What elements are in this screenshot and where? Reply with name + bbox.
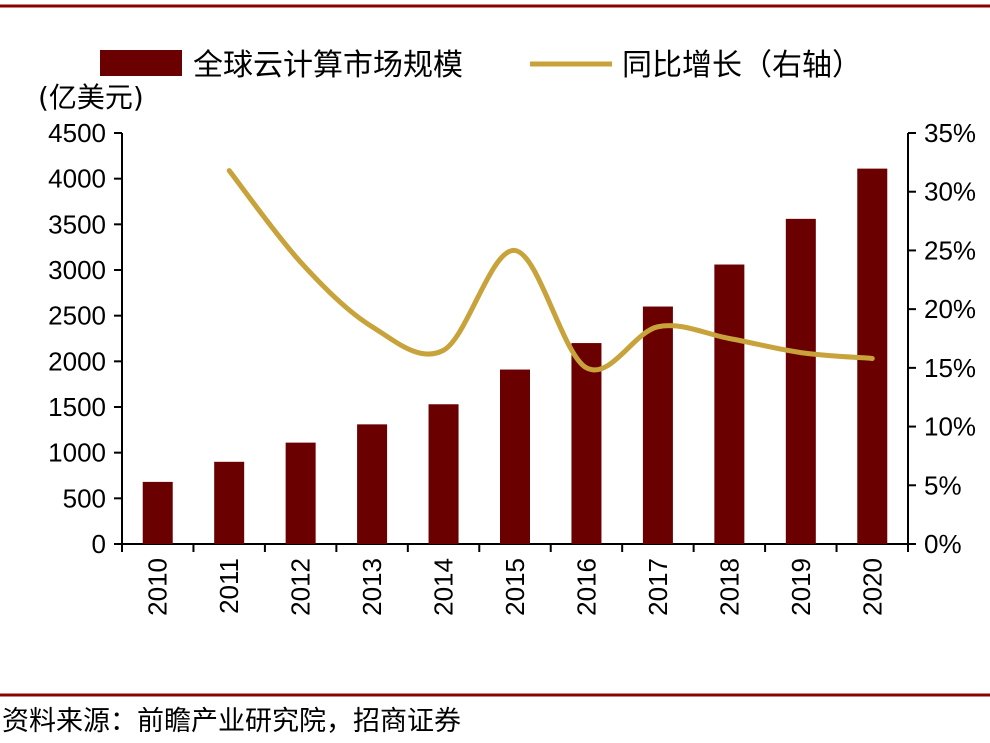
x-axis-tick-label: 2011: [214, 558, 244, 614]
legend-line-label: 同比增长（右轴）: [622, 48, 862, 83]
axes: 0 500 1000 1500 2000 2500 3000 3500 4000 4500 0% 5%…: [48, 118, 976, 616]
right-axis-tick-label: 15%: [924, 353, 976, 383]
bar-series: [142, 168, 888, 544]
line-series: [226, 168, 875, 373]
left-axis-unit-label: (亿美元): [38, 81, 144, 114]
right-axis-tick-label: 5%: [924, 470, 962, 500]
left-axis-tick-label: 2500: [48, 301, 106, 331]
x-axis-tick-label: 2018: [714, 558, 744, 616]
x-axis-tick-label: 2020: [857, 558, 887, 616]
bar: [357, 424, 388, 544]
bar: [428, 404, 459, 544]
x-axis-tick-label: 2013: [357, 558, 387, 616]
right-axis-tick-label: 20%: [924, 294, 976, 324]
bar: [714, 264, 745, 544]
x-axis-tick-label: 2014: [429, 558, 459, 616]
x-axis-tick-label: 2016: [571, 558, 601, 616]
bar: [571, 343, 602, 544]
bar: [500, 369, 530, 544]
bar: [142, 481, 173, 544]
right-axis-tick-label: 0%: [924, 529, 962, 559]
legend: 全球云计算市场规模 同比增长（右轴）: [100, 48, 862, 83]
x-axis-tick-label: 2012: [286, 558, 316, 616]
legend-bar-swatch: [100, 50, 182, 76]
x-axis-tick-label: 2010: [143, 558, 173, 616]
left-axis-tick-label: 500: [63, 483, 106, 513]
x-axis-tick-label: 2019: [786, 558, 816, 616]
x-axis-tick-label: 2017: [643, 558, 673, 616]
left-axis-tick-label: 4500: [48, 118, 106, 148]
source-note: 资料来源：前瞻产业研究院，招商证券: [2, 706, 461, 737]
x-axis-tick-label: 2015: [500, 558, 530, 616]
left-axis-tick-label: 4000: [48, 164, 106, 194]
right-axis-tick-label: 25%: [924, 235, 976, 265]
left-axis-tick-label: 3000: [48, 255, 106, 285]
bar: [285, 442, 316, 544]
left-axis-tick-label: 1000: [48, 438, 106, 468]
legend-bar-label: 全球云计算市场规模: [193, 48, 463, 83]
bar: [785, 218, 816, 544]
left-axis-tick-label: 3500: [48, 209, 106, 239]
right-axis-tick-label: 10%: [924, 412, 976, 442]
left-axis-tick-label: 2000: [48, 346, 106, 376]
right-axis-tick-label: 30%: [924, 177, 976, 207]
bar: [642, 306, 673, 544]
left-axis-tick-label: 0: [92, 529, 106, 559]
growth-line: [226, 168, 875, 373]
right-axis-tick-label: 35%: [924, 118, 976, 148]
bar: [214, 461, 245, 544]
left-axis-tick-label: 1500: [48, 392, 106, 422]
